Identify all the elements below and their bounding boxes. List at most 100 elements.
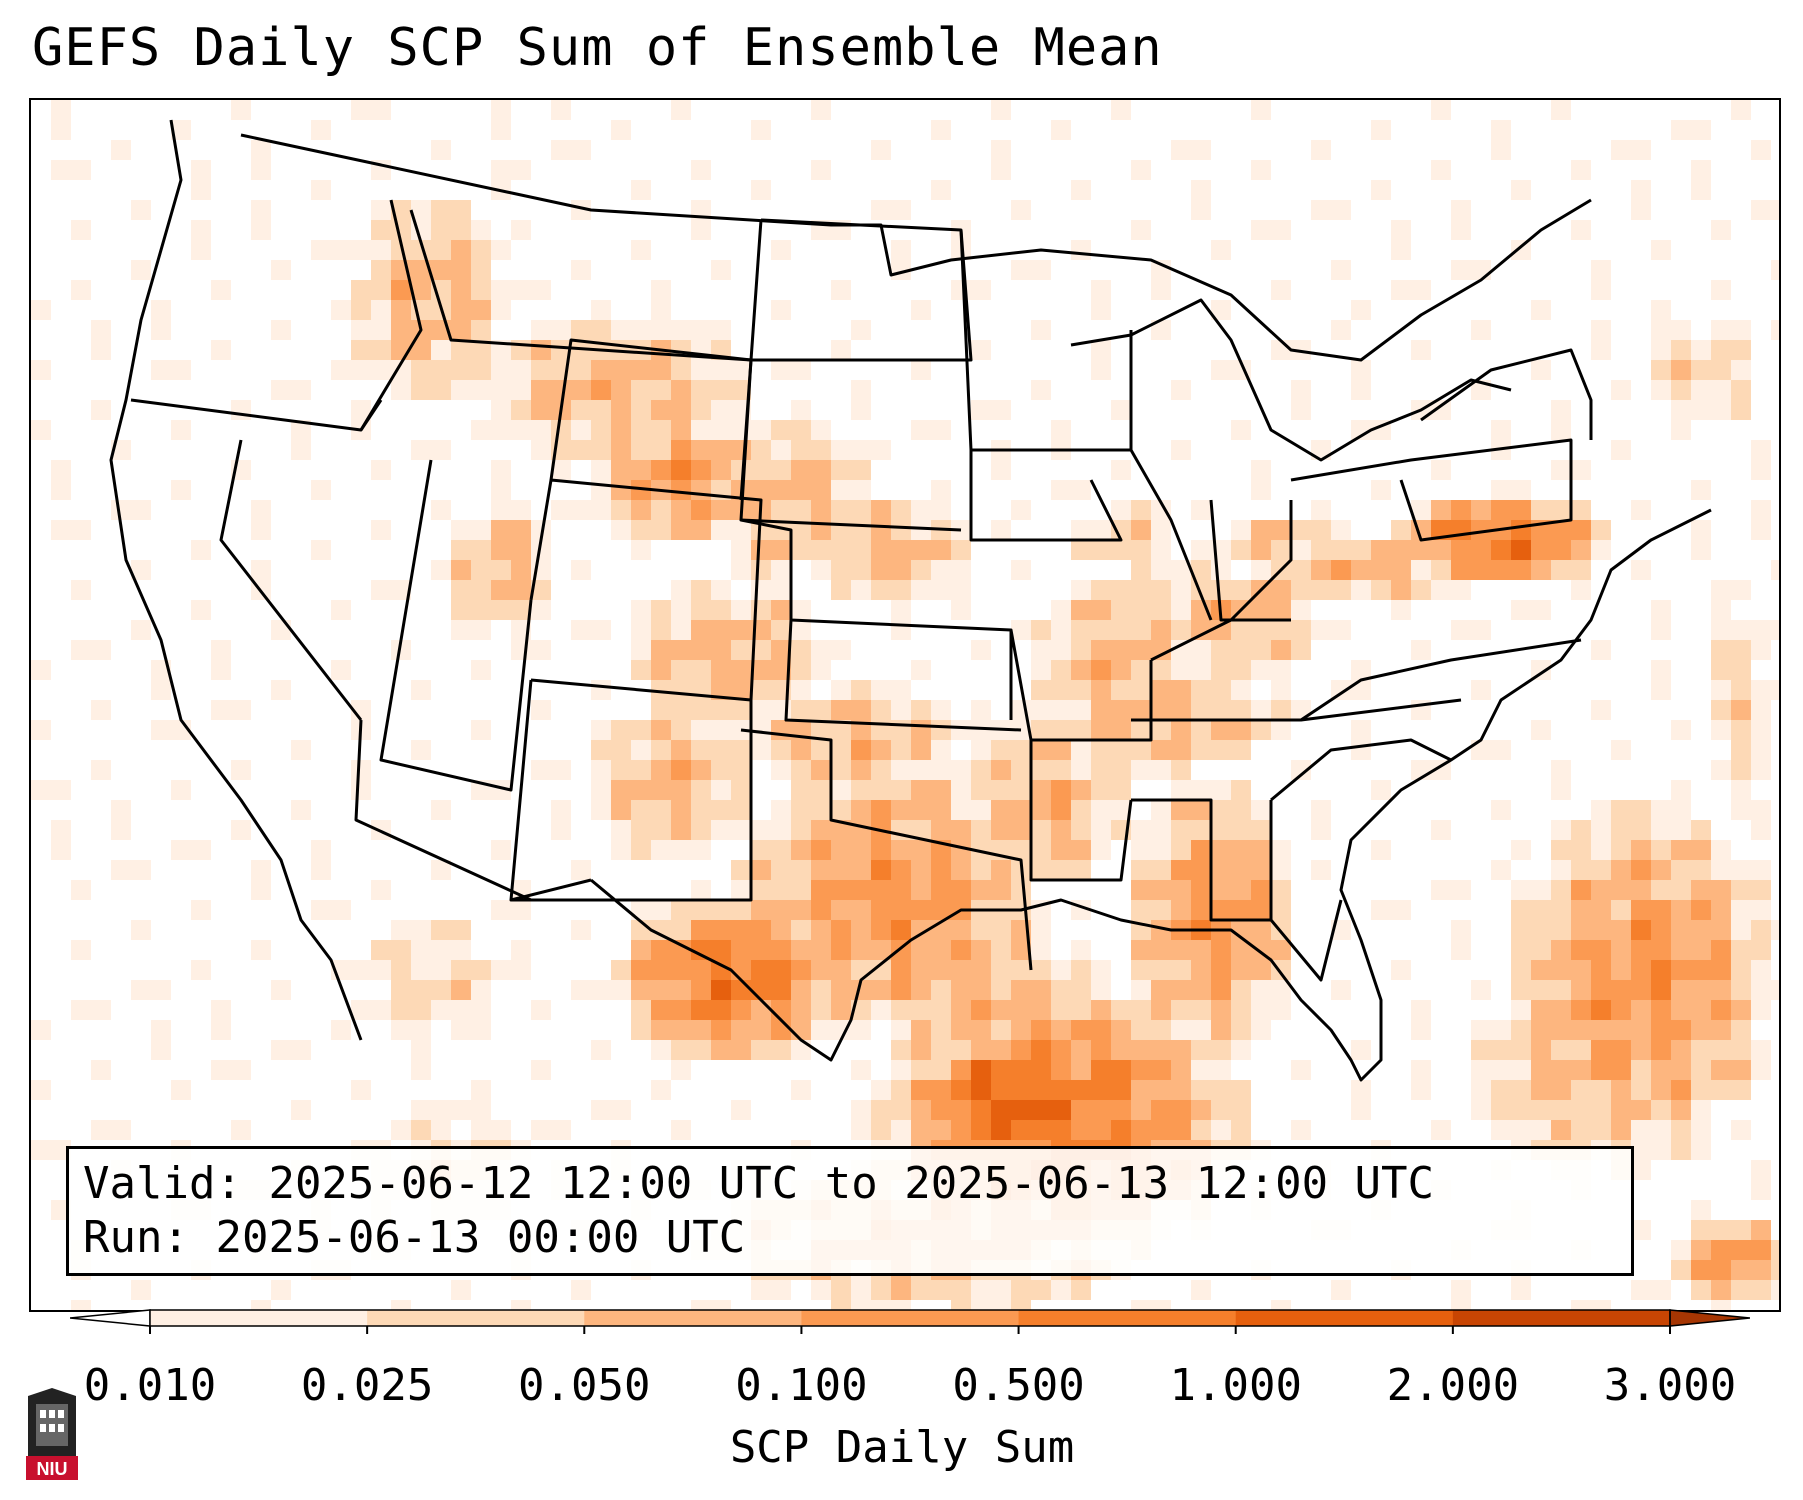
scp-cell xyxy=(731,1020,751,1040)
scp-cell xyxy=(911,820,931,840)
scp-cell xyxy=(871,560,891,580)
scp-cell xyxy=(491,160,511,180)
scp-cell xyxy=(991,860,1011,880)
scp-cell xyxy=(351,960,371,980)
scp-cell xyxy=(751,560,771,580)
scp-cell xyxy=(911,500,931,520)
scp-cell xyxy=(931,180,951,200)
scp-cell xyxy=(1131,760,1151,780)
scp-cell xyxy=(951,760,971,780)
scp-cell xyxy=(351,300,371,320)
scp-cell xyxy=(871,940,891,960)
scp-cell xyxy=(931,580,951,600)
scp-cell xyxy=(931,1120,951,1140)
scp-cell xyxy=(1471,1060,1491,1080)
scp-cell xyxy=(1171,840,1191,860)
scp-cell xyxy=(1751,1000,1771,1020)
scp-cell xyxy=(1151,520,1171,540)
scp-cell xyxy=(1031,620,1051,640)
scp-cell xyxy=(511,940,531,960)
scp-cell xyxy=(1571,580,1591,600)
scp-cell xyxy=(1491,120,1511,140)
scp-cell xyxy=(591,460,611,480)
scp-cell xyxy=(1691,1240,1711,1260)
scp-cell xyxy=(371,220,391,240)
scp-cell xyxy=(1271,580,1291,600)
scp-cell xyxy=(1631,1020,1651,1040)
scp-cell xyxy=(731,960,751,980)
scp-cell xyxy=(531,1120,551,1140)
scp-cell xyxy=(951,1120,971,1140)
scp-cell xyxy=(1131,720,1151,740)
scp-cell xyxy=(1691,380,1711,400)
scp-cell xyxy=(611,720,631,740)
scp-cell xyxy=(1031,1040,1051,1060)
scp-cell xyxy=(831,960,851,980)
scp-cell xyxy=(1671,940,1691,960)
scp-cell xyxy=(1651,1280,1671,1300)
scp-cell xyxy=(1151,1060,1171,1080)
scp-cell xyxy=(591,400,611,420)
scp-cell xyxy=(751,720,771,740)
scp-cell xyxy=(411,740,431,760)
scp-cell xyxy=(531,420,551,440)
scp-cell xyxy=(1111,540,1131,560)
scp-map xyxy=(31,100,1779,1310)
scp-cell xyxy=(1771,560,1779,580)
scp-cell xyxy=(991,760,1011,780)
scp-cell xyxy=(751,920,771,940)
scp-cell xyxy=(611,760,631,780)
scp-cell xyxy=(751,1000,771,1020)
colorbar-segment xyxy=(801,1310,1020,1326)
scp-cell xyxy=(691,460,711,480)
scp-cell xyxy=(1491,1040,1511,1060)
scp-cell xyxy=(951,1000,971,1020)
scp-cell xyxy=(671,480,691,500)
scp-cell xyxy=(771,740,791,760)
scp-cell xyxy=(731,360,751,380)
scp-cell xyxy=(1111,640,1131,660)
scp-cell xyxy=(1371,540,1391,560)
scp-cell xyxy=(931,980,951,1000)
scp-cell xyxy=(671,1040,691,1060)
scp-cell xyxy=(431,940,451,960)
scp-cell xyxy=(1011,840,1031,860)
scp-cell xyxy=(551,140,571,160)
scp-cell xyxy=(611,120,631,140)
scp-cell xyxy=(911,540,931,560)
scp-cell xyxy=(971,980,991,1000)
scp-cell xyxy=(991,980,1011,1000)
scp-cell xyxy=(371,460,391,480)
scp-cell xyxy=(371,280,391,300)
scp-cell xyxy=(111,500,131,520)
scp-cell xyxy=(311,840,331,860)
scp-cell xyxy=(1291,400,1311,420)
scp-cell xyxy=(1591,340,1611,360)
scp-cell xyxy=(791,500,811,520)
scp-cell xyxy=(971,400,991,420)
scp-cell xyxy=(1051,980,1071,1000)
scp-cell xyxy=(811,720,831,740)
scp-cell xyxy=(1571,1060,1591,1080)
tx-west xyxy=(510,878,592,902)
scp-cell xyxy=(531,400,551,420)
scp-cell xyxy=(91,340,111,360)
scp-cell xyxy=(1451,500,1471,520)
scp-cell xyxy=(1231,820,1251,840)
scp-cell xyxy=(691,980,711,1000)
scp-cell xyxy=(811,160,831,180)
scp-cell xyxy=(611,820,631,840)
scp-cell xyxy=(1591,800,1611,820)
scp-cell xyxy=(1731,800,1751,820)
scp-cell xyxy=(1531,960,1551,980)
scp-cell xyxy=(451,280,471,300)
scp-cell xyxy=(1191,680,1211,700)
scp-cell xyxy=(1411,640,1431,660)
scp-cell xyxy=(751,860,771,880)
scp-cell xyxy=(451,360,471,380)
scp-cell xyxy=(1211,940,1231,960)
scp-cell xyxy=(871,760,891,780)
scp-cell xyxy=(691,840,711,860)
colorbar-under-extension xyxy=(70,1309,151,1327)
scp-cell xyxy=(1311,200,1331,220)
